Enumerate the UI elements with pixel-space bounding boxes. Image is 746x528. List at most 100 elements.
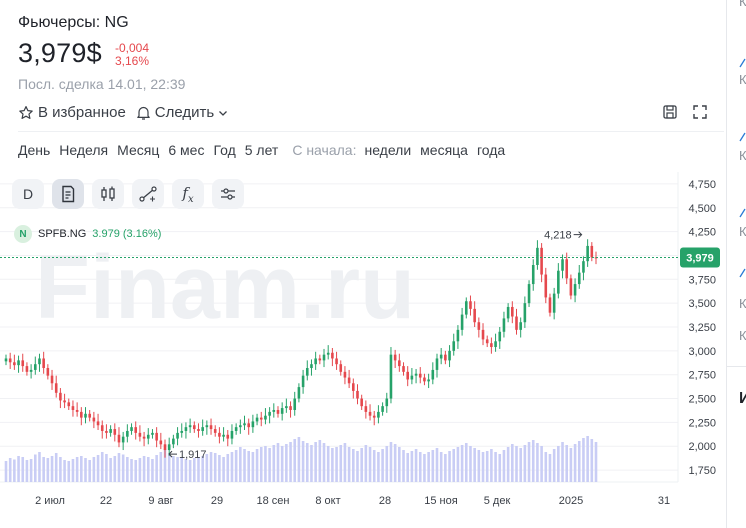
trend-up-icon (739, 268, 746, 278)
volume-bar (464, 443, 468, 482)
candle (205, 420, 209, 435)
draw-line-button[interactable] (132, 179, 164, 209)
since-week[interactable]: недели (364, 142, 412, 158)
fx-icon: fx (182, 183, 194, 205)
candle-body (406, 371, 409, 380)
period-day[interactable]: День (18, 142, 51, 158)
interval-button[interactable]: D (12, 179, 44, 209)
period-year[interactable]: Год (213, 142, 236, 158)
candle-body (297, 387, 301, 399)
volume-bar (314, 442, 317, 482)
settings-button[interactable] (212, 179, 244, 209)
volume-bar (490, 449, 493, 482)
candle (452, 333, 456, 356)
volume-bar (163, 449, 167, 482)
price-chart[interactable]: Finam.ru 4,7504,5004,2504,0003,7503,5003… (0, 172, 726, 528)
candle-body (293, 398, 297, 410)
candle-body (372, 415, 376, 418)
candle-body (511, 306, 514, 317)
volume-bar (498, 454, 502, 482)
candle (213, 425, 217, 437)
volume-bar (197, 457, 200, 482)
candle (494, 333, 497, 352)
candle (226, 430, 230, 447)
candle (230, 424, 234, 445)
indicators-button[interactable]: fx (172, 179, 204, 209)
candle-body (130, 427, 133, 431)
candle (201, 419, 204, 436)
candle-body (180, 430, 184, 433)
candle (193, 421, 196, 433)
candle (268, 407, 271, 424)
volume-bar (594, 442, 598, 482)
since-year[interactable]: года (476, 142, 506, 158)
candle-body (285, 406, 288, 409)
period-6-months[interactable]: 6 мес (168, 142, 205, 158)
follow-button[interactable]: Следить (136, 104, 228, 121)
candle-body (163, 444, 167, 451)
volume-bar (218, 455, 221, 482)
volume-bar (310, 445, 313, 482)
x-tick-label: 22 (100, 495, 112, 507)
candle (531, 259, 535, 291)
candle (335, 351, 338, 370)
follow-label: Следить (154, 104, 215, 121)
y-tick-label: 4,500 (688, 203, 716, 215)
x-tick-label: 15 ноя (424, 495, 457, 507)
candle-body (264, 415, 267, 420)
candle (527, 280, 531, 307)
candle (515, 308, 518, 335)
candle-body (280, 408, 284, 414)
fullscreen-icon[interactable] (692, 104, 708, 120)
volume-bar (552, 449, 556, 482)
candle-body (548, 297, 552, 313)
favorite-button[interactable]: В избранное (18, 104, 126, 121)
volume-bar (398, 447, 401, 482)
candle (423, 373, 426, 386)
candle-body (335, 358, 338, 365)
right-panel-label: К (739, 72, 746, 87)
candle-body (151, 432, 154, 435)
candle-body (439, 354, 443, 359)
candle (318, 354, 322, 365)
chart-legend: N SPFB.NG 3.979 (3.16%) (14, 225, 161, 243)
volume-bar (590, 439, 594, 482)
volume-bar (540, 446, 543, 482)
period-month[interactable]: Месяц (117, 142, 160, 158)
x-tick-label: 2025 (559, 495, 583, 507)
candle-body (485, 339, 489, 344)
candle-body (498, 331, 502, 342)
candles-button[interactable] (92, 179, 124, 209)
candle (239, 419, 242, 434)
candle-body (159, 440, 163, 445)
candle-body (176, 432, 179, 439)
volume-bar (29, 459, 33, 482)
candle-body (494, 341, 497, 348)
volume-bar (130, 459, 133, 482)
candle-body (381, 406, 384, 412)
candle (577, 265, 581, 289)
candle-body (561, 259, 564, 271)
candle (167, 437, 171, 456)
volume-bar (259, 447, 263, 482)
min-price-label: 1,917 (179, 449, 207, 461)
candle-body (184, 427, 188, 431)
candle-body (586, 245, 589, 262)
candle-body (301, 375, 305, 388)
candle-body (360, 398, 363, 407)
volume-bar (586, 436, 589, 482)
period-5-years[interactable]: 5 лет (244, 142, 279, 158)
candle (552, 287, 556, 320)
x-tick-label: 2 июл (35, 495, 65, 507)
since-month[interactable]: месяца (420, 142, 468, 158)
period-week[interactable]: Неделя (59, 142, 109, 158)
chart-type-button[interactable] (52, 179, 84, 209)
save-icon[interactable] (662, 104, 678, 120)
candle (464, 297, 468, 319)
volume-bar (531, 440, 535, 482)
candle (352, 378, 355, 399)
candle-body (565, 259, 569, 279)
instrument-badge: N (14, 225, 32, 243)
volume-bar (63, 460, 66, 482)
volume-bar (544, 452, 548, 482)
